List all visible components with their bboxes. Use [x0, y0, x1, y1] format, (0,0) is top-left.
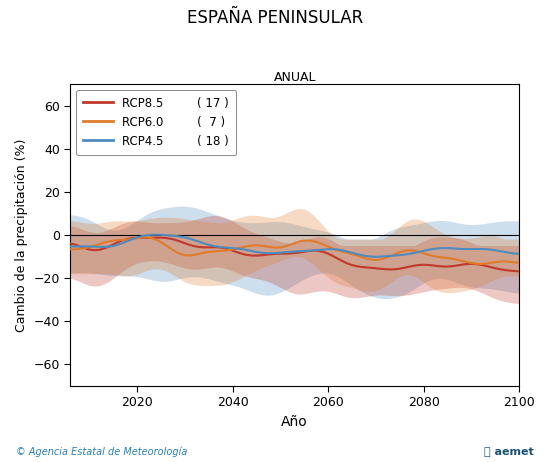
Text: © Agencia Estatal de Meteorología: © Agencia Estatal de Meteorología [16, 447, 188, 457]
Text: ESPAÑA PENINSULAR: ESPAÑA PENINSULAR [187, 9, 363, 27]
Title: ANUAL: ANUAL [273, 71, 316, 84]
X-axis label: Año: Año [282, 414, 308, 429]
Y-axis label: Cambio de la precipitación (%): Cambio de la precipitación (%) [15, 138, 28, 332]
Text: 🌐 aemet: 🌐 aemet [484, 447, 534, 457]
Legend: RCP8.5         ( 17 ), RCP6.0         (  7 ), RCP4.5         ( 18 ): RCP8.5 ( 17 ), RCP6.0 ( 7 ), RCP4.5 ( 18… [76, 90, 236, 155]
